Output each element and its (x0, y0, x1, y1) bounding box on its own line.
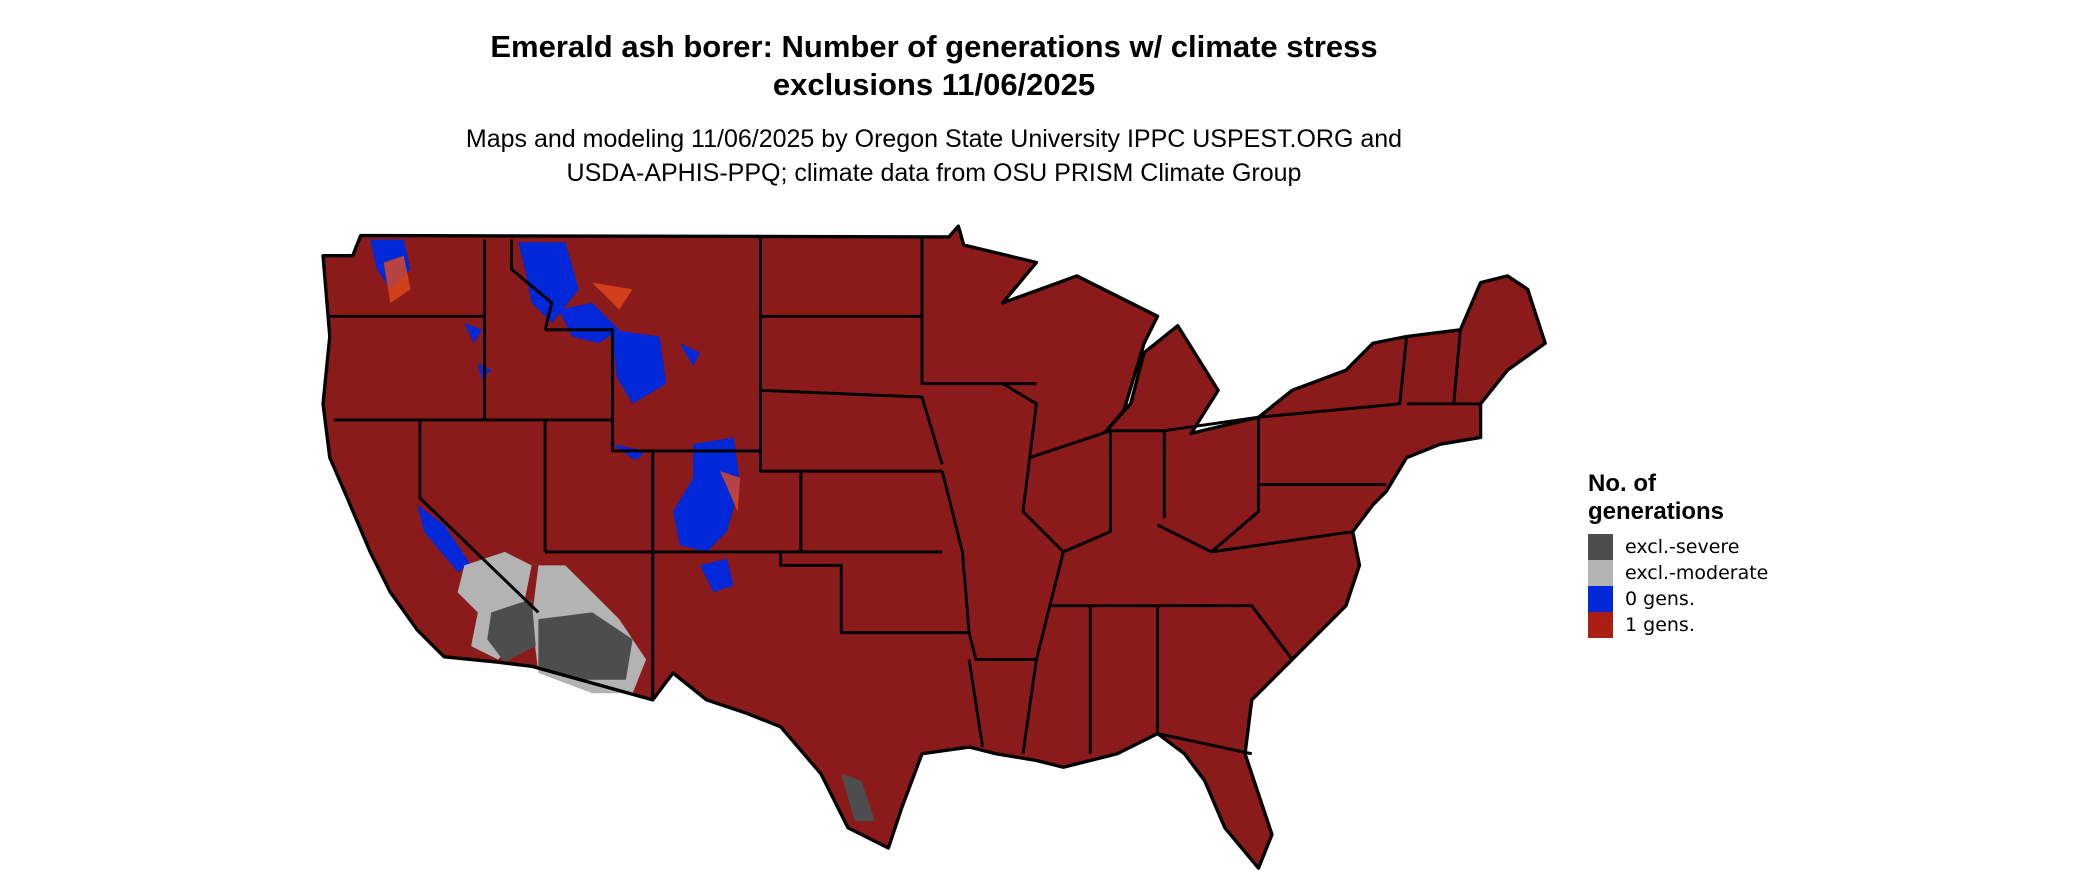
state-border (1110, 429, 1166, 519)
legend-label: 1 gens. (1625, 614, 1695, 636)
zero-generations-area (673, 437, 741, 552)
state-border (509, 239, 554, 331)
zero-generations-area (518, 242, 579, 324)
one-generation-edge-area (383, 255, 411, 303)
state-border (545, 328, 761, 453)
zero-generations-area (612, 329, 667, 404)
one-generation-edge-area (720, 471, 741, 512)
legend-title-line-2: generations (1588, 498, 1725, 525)
legend: No. of generations excl.-severe excl.-mo… (1588, 470, 1768, 638)
state-border (1197, 604, 1294, 661)
zero-generations-area (558, 302, 620, 344)
us-land-area (323, 226, 1546, 869)
map-title-line-1: Emerald ash borer: Number of generations… (490, 29, 1378, 64)
legend-swatch (1588, 560, 1613, 586)
state-border (1257, 417, 1387, 487)
map-subtitle-line-1: Maps and modeling 11/06/2025 by Oregon S… (465, 125, 1403, 153)
state-border (1452, 329, 1462, 404)
severe-exclusion-area (487, 598, 536, 663)
state-border (779, 551, 970, 635)
state-border (1156, 415, 1260, 554)
legend-item-excl-severe: excl.-severe (1588, 534, 1768, 560)
legend-item-excl-moderate: excl.-moderate (1588, 560, 1768, 586)
state-border (940, 470, 1037, 662)
zero-generations-area (417, 504, 472, 573)
state-border (1002, 382, 1065, 754)
state-border (1258, 336, 1409, 419)
state-border (967, 659, 985, 748)
legend-item-0-gens: 0 gens. (1588, 586, 1768, 612)
zero-generations-area (541, 262, 563, 290)
state-border (920, 236, 1037, 386)
legend-label: 0 gens. (1625, 588, 1695, 610)
zero-generations-area (699, 558, 734, 593)
severe-exclusion-area (841, 773, 875, 822)
severe-exclusion-area (538, 612, 633, 680)
one-generation-edge-area (592, 282, 633, 310)
zero-generations-area (679, 343, 700, 367)
state-border (418, 419, 540, 614)
state-border (1211, 530, 1353, 554)
national-border (321, 224, 1547, 870)
legend-title-line-1: No. of (1588, 470, 1656, 497)
legend-label: excl.-severe (1625, 536, 1740, 558)
state-border (760, 388, 944, 465)
legend-swatch (1588, 586, 1613, 612)
zero-generations-area (464, 323, 482, 344)
legend-swatch (1588, 534, 1613, 560)
map-title-line-2: exclusions 11/06/2025 (772, 67, 1096, 102)
state-border (1029, 429, 1112, 554)
legend-swatch (1588, 612, 1613, 638)
legend-item-1-gens: 1 gens. (1588, 612, 1768, 638)
map-subtitle-line-2: USDA-APHIS-PPQ; climate data from OSU PR… (566, 159, 1302, 187)
legend-label: excl.-moderate (1625, 562, 1769, 584)
state-border (759, 238, 803, 552)
